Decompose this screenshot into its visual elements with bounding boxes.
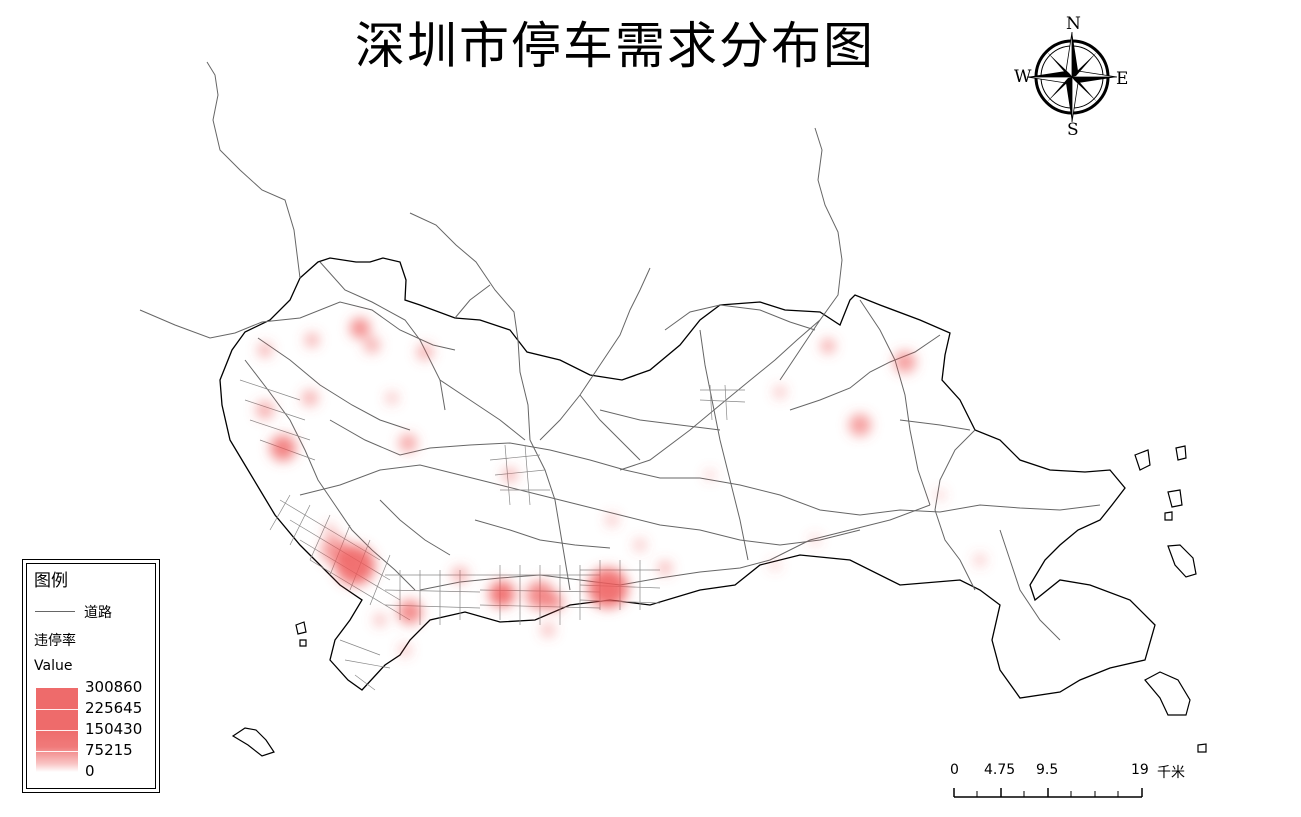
legend-class-label: 75215 <box>85 741 133 759</box>
scale-bar-graphic <box>953 788 1143 798</box>
legend-class-label: 225645 <box>85 699 143 717</box>
island <box>1144 671 1191 716</box>
scale-label: 4.75 <box>984 762 1016 778</box>
map-title: 深圳市停车需求分布图 <box>355 17 875 75</box>
compass-rose-graphic <box>1026 31 1118 123</box>
scale-label: 9.5 <box>1036 762 1059 778</box>
legend-class-label: 150430 <box>85 720 143 738</box>
island <box>231 727 275 757</box>
road-line-symbol <box>35 611 75 612</box>
ramp-tick <box>36 730 78 731</box>
ramp-tick <box>36 751 78 752</box>
legend-road-label: 道路 <box>84 605 112 621</box>
scale-label: 0 <box>950 762 959 778</box>
compass-east: E <box>1116 69 1129 89</box>
coastline <box>219 257 1156 699</box>
scale-unit: 千米 <box>1157 765 1185 781</box>
road-network <box>139 61 1101 641</box>
urban-grids <box>239 379 746 691</box>
legend-class-label: 0 <box>85 762 95 780</box>
ramp-tick <box>36 709 78 710</box>
legend-frame: 图例 道路 违停率 Value 300860 225645 150430 752… <box>26 563 156 789</box>
legend-class-label: 300860 <box>85 678 143 696</box>
legend-title: 图例 <box>34 571 68 591</box>
legend-field-label: Value <box>34 658 73 674</box>
compass-south: S <box>1067 120 1079 140</box>
island <box>295 445 1207 753</box>
compass-rose-icon: N S W E <box>1010 12 1134 140</box>
legend-layer-label: 违停率 <box>34 633 76 649</box>
island <box>1167 544 1197 578</box>
scale-label: 19 <box>1131 762 1149 778</box>
scale-bar: 0 4.75 9.5 19 千米 <box>940 760 1200 805</box>
compass-north: N <box>1066 14 1081 34</box>
compass-west: W <box>1014 67 1032 87</box>
legend: 图例 道路 违停率 Value 300860 225645 150430 752… <box>22 559 160 793</box>
heat-layer <box>256 318 986 656</box>
